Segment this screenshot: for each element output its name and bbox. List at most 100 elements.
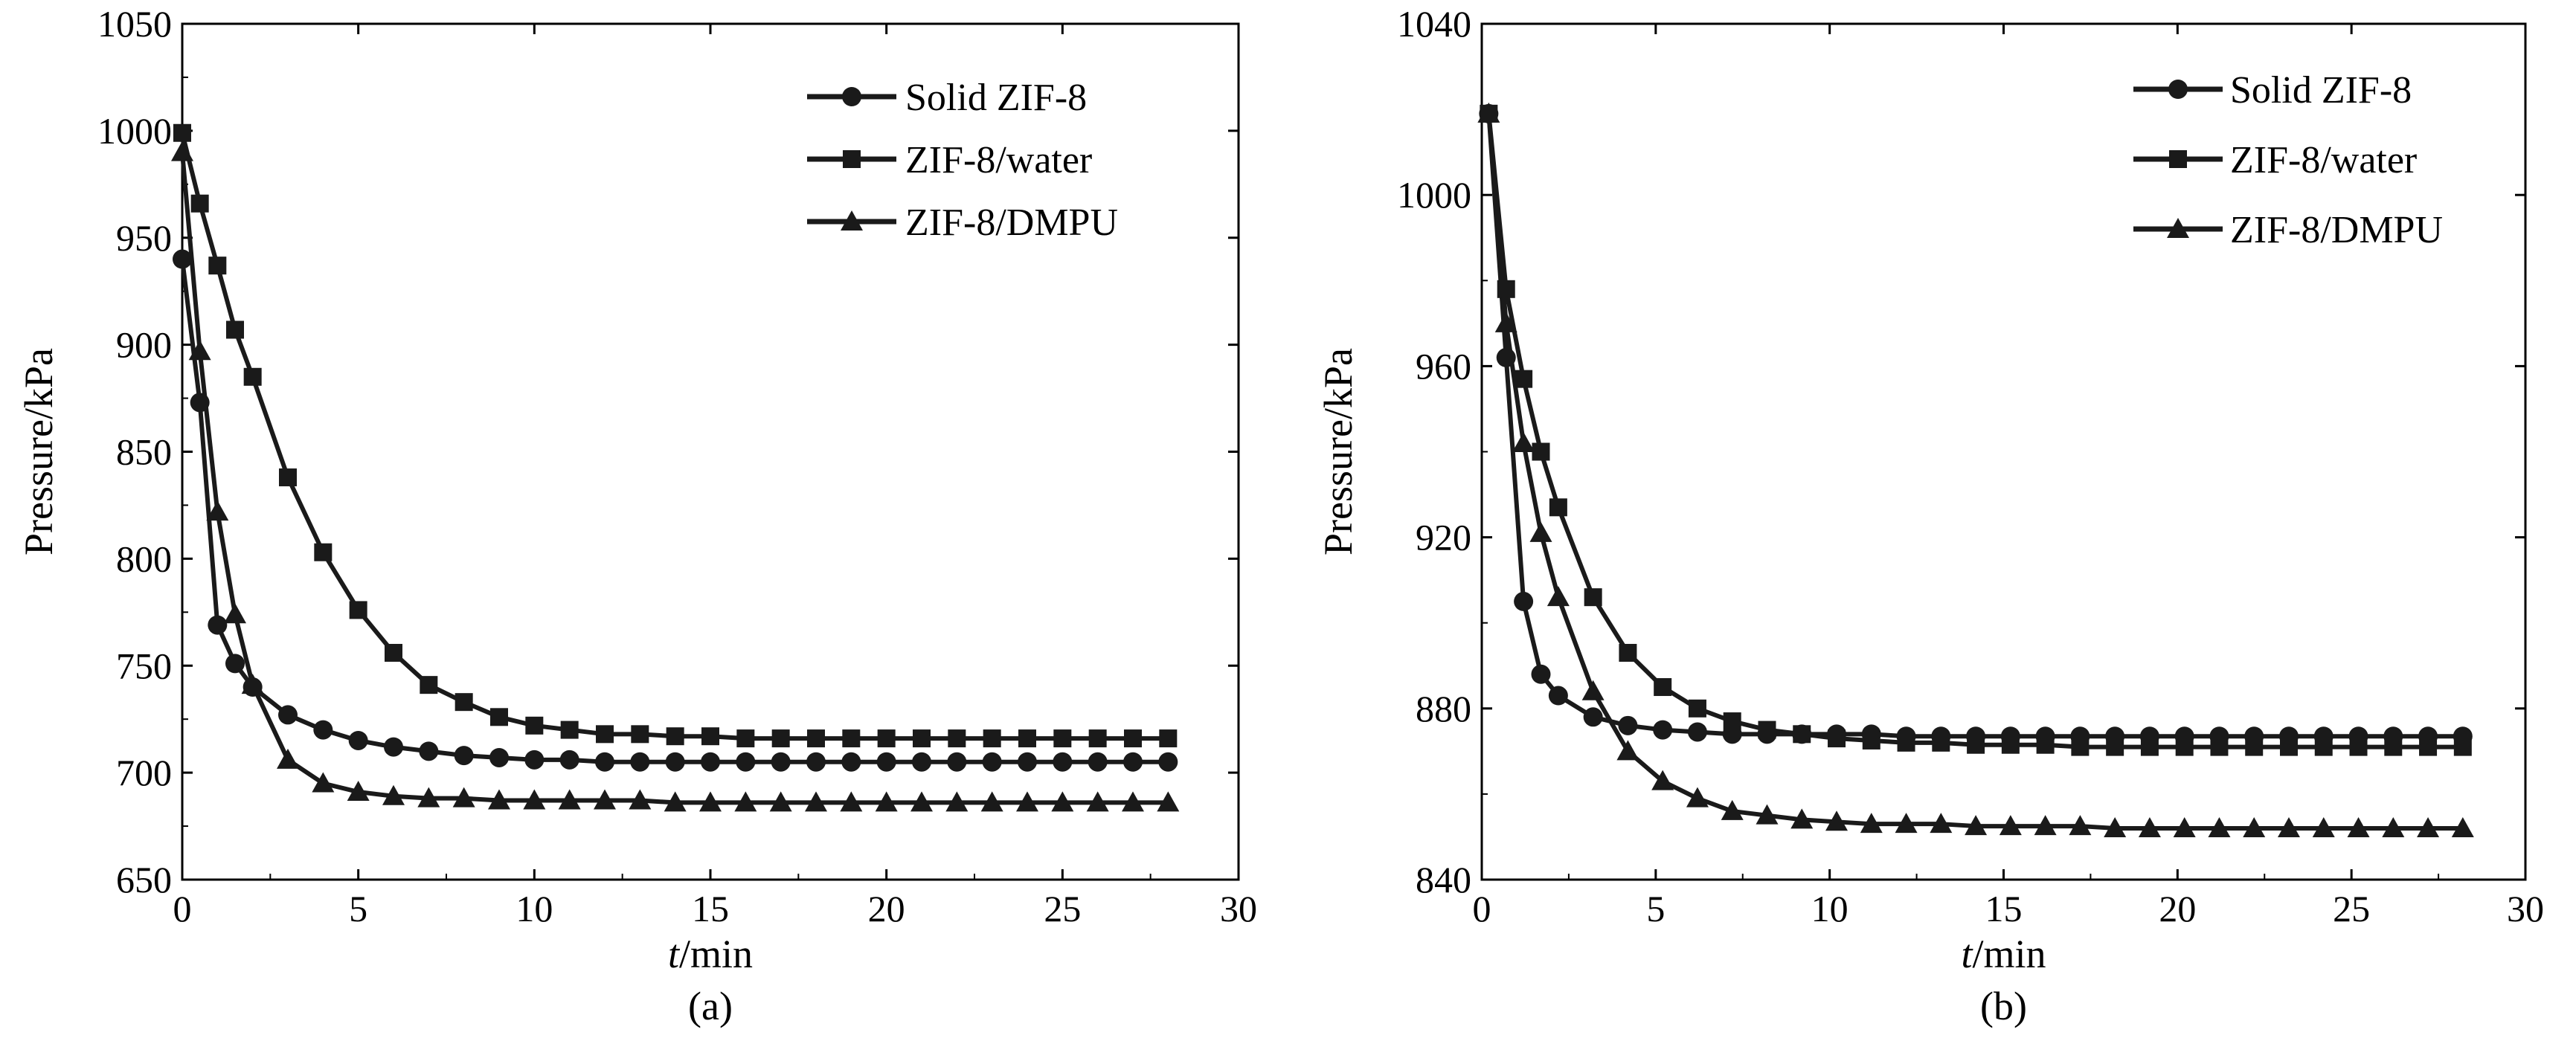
data-point-circle [771, 752, 791, 772]
data-point-triangle [2243, 816, 2266, 837]
data-point-circle [208, 615, 228, 635]
panel-label-a: (a) [688, 984, 733, 1028]
data-point-square [1828, 729, 1846, 748]
y-tick-label-a: 1000 [97, 110, 172, 152]
data-point-square [2349, 738, 2368, 756]
series-square-b [1480, 104, 2472, 756]
data-point-triangle [2451, 816, 2474, 837]
data-point-square [2384, 738, 2403, 756]
data-point-square [842, 729, 861, 748]
data-point-square [1897, 733, 1915, 752]
data-point-square [1018, 729, 1036, 748]
data-point-triangle [1051, 791, 1074, 812]
data-point-square [1967, 735, 1985, 754]
data-point-square [1932, 733, 1950, 752]
data-point-triangle [2382, 816, 2405, 837]
data-point-triangle [840, 791, 863, 812]
data-point-circle [1548, 686, 1568, 706]
data-point-triangle [523, 789, 546, 810]
series-triangle-b [1477, 102, 2474, 837]
data-point-triangle [910, 791, 933, 812]
legend-marker-square [843, 150, 861, 168]
data-point-circle [1123, 752, 1143, 772]
data-point-circle [1088, 752, 1108, 772]
x-tick-label-a: 15 [692, 888, 729, 929]
data-point-circle [1653, 720, 1673, 740]
x-axis-title-b: t/min [1961, 932, 2046, 976]
x-tick-label-a: 5 [349, 888, 367, 929]
data-point-square [631, 725, 649, 744]
data-point-circle [348, 730, 368, 750]
data-point-triangle [2138, 816, 2161, 837]
data-point-square [1619, 643, 1637, 662]
y-axis-title-a: Pressure/kPa [16, 348, 61, 555]
data-point-triangle [1529, 521, 1552, 542]
y-tick-label-a: 800 [116, 538, 172, 579]
data-point-triangle [224, 603, 246, 624]
data-point-circle [701, 752, 720, 772]
y-tick-label-b: 840 [1416, 859, 1471, 900]
x-tick-label-a: 0 [173, 888, 192, 929]
panel-label-b: (b) [1980, 984, 2027, 1028]
data-point-triangle [417, 787, 440, 807]
series-line-triangle-a [180, 152, 1169, 805]
data-point-circle [595, 752, 614, 772]
legend-marker-circle [842, 87, 861, 106]
data-point-square [2140, 738, 2159, 756]
data-point-circle [912, 752, 931, 772]
series-line-circle-a [180, 259, 1169, 764]
data-point-triangle [2312, 816, 2335, 837]
legend-marker-circle [2168, 80, 2188, 99]
data-point-triangle [1860, 813, 1883, 834]
data-point-circle [630, 752, 650, 772]
legend-label: Solid ZIF-8 [2230, 69, 2412, 112]
data-point-triangle [2417, 816, 2440, 837]
data-point-square [701, 727, 719, 746]
x-tick-label-b: 20 [2159, 888, 2196, 929]
x-tick-label-a: 25 [1044, 888, 1081, 929]
data-point-square [2210, 738, 2229, 756]
y-tick-label-b: 1040 [1397, 3, 1471, 45]
data-point-square [190, 194, 209, 213]
data-point-square [279, 468, 297, 487]
data-point-triangle [1494, 312, 1517, 332]
data-point-square [666, 727, 684, 746]
data-point-triangle [2034, 815, 2057, 836]
x-tick-label-b: 15 [1985, 888, 2023, 929]
x-tick-label-a: 20 [868, 888, 905, 929]
data-point-triangle [241, 674, 264, 694]
data-point-circle [1053, 752, 1073, 772]
data-point-triangle [452, 787, 475, 807]
data-point-square [455, 693, 473, 712]
data-point-square [2001, 735, 2020, 754]
y-tick-label-b: 1000 [1397, 174, 1471, 216]
x-tick-label-b: 30 [2507, 888, 2544, 929]
data-point-square [2419, 738, 2438, 756]
data-point-circle [524, 750, 545, 770]
data-point-square [2106, 738, 2124, 756]
y-tick-label-a: 900 [116, 324, 172, 366]
data-point-circle [278, 705, 298, 725]
data-point-square [948, 729, 966, 748]
data-point-square [1053, 729, 1072, 748]
data-point-square [1862, 731, 1880, 750]
series-square-a [173, 123, 1178, 748]
data-point-triangle [2277, 816, 2300, 837]
y-axis-title-b: Pressure/kPa [1316, 348, 1361, 555]
data-point-circle [876, 752, 896, 772]
data-point-triangle [1721, 799, 1744, 820]
data-point-triangle [1825, 810, 1849, 831]
data-point-square [2036, 735, 2055, 754]
data-point-triangle [805, 791, 827, 812]
x-tick-label-b: 5 [1646, 888, 1665, 929]
data-point-square [1515, 370, 1533, 388]
y-tick-label-b: 960 [1416, 345, 1471, 387]
data-point-triangle [945, 791, 969, 812]
data-point-square [877, 729, 896, 748]
data-point-triangle [2208, 816, 2231, 837]
data-point-square [1088, 729, 1107, 748]
y-tick-label-a: 650 [116, 859, 172, 900]
data-point-triangle [1086, 791, 1109, 812]
data-point-square [983, 729, 1001, 748]
data-point-triangle [734, 791, 757, 812]
